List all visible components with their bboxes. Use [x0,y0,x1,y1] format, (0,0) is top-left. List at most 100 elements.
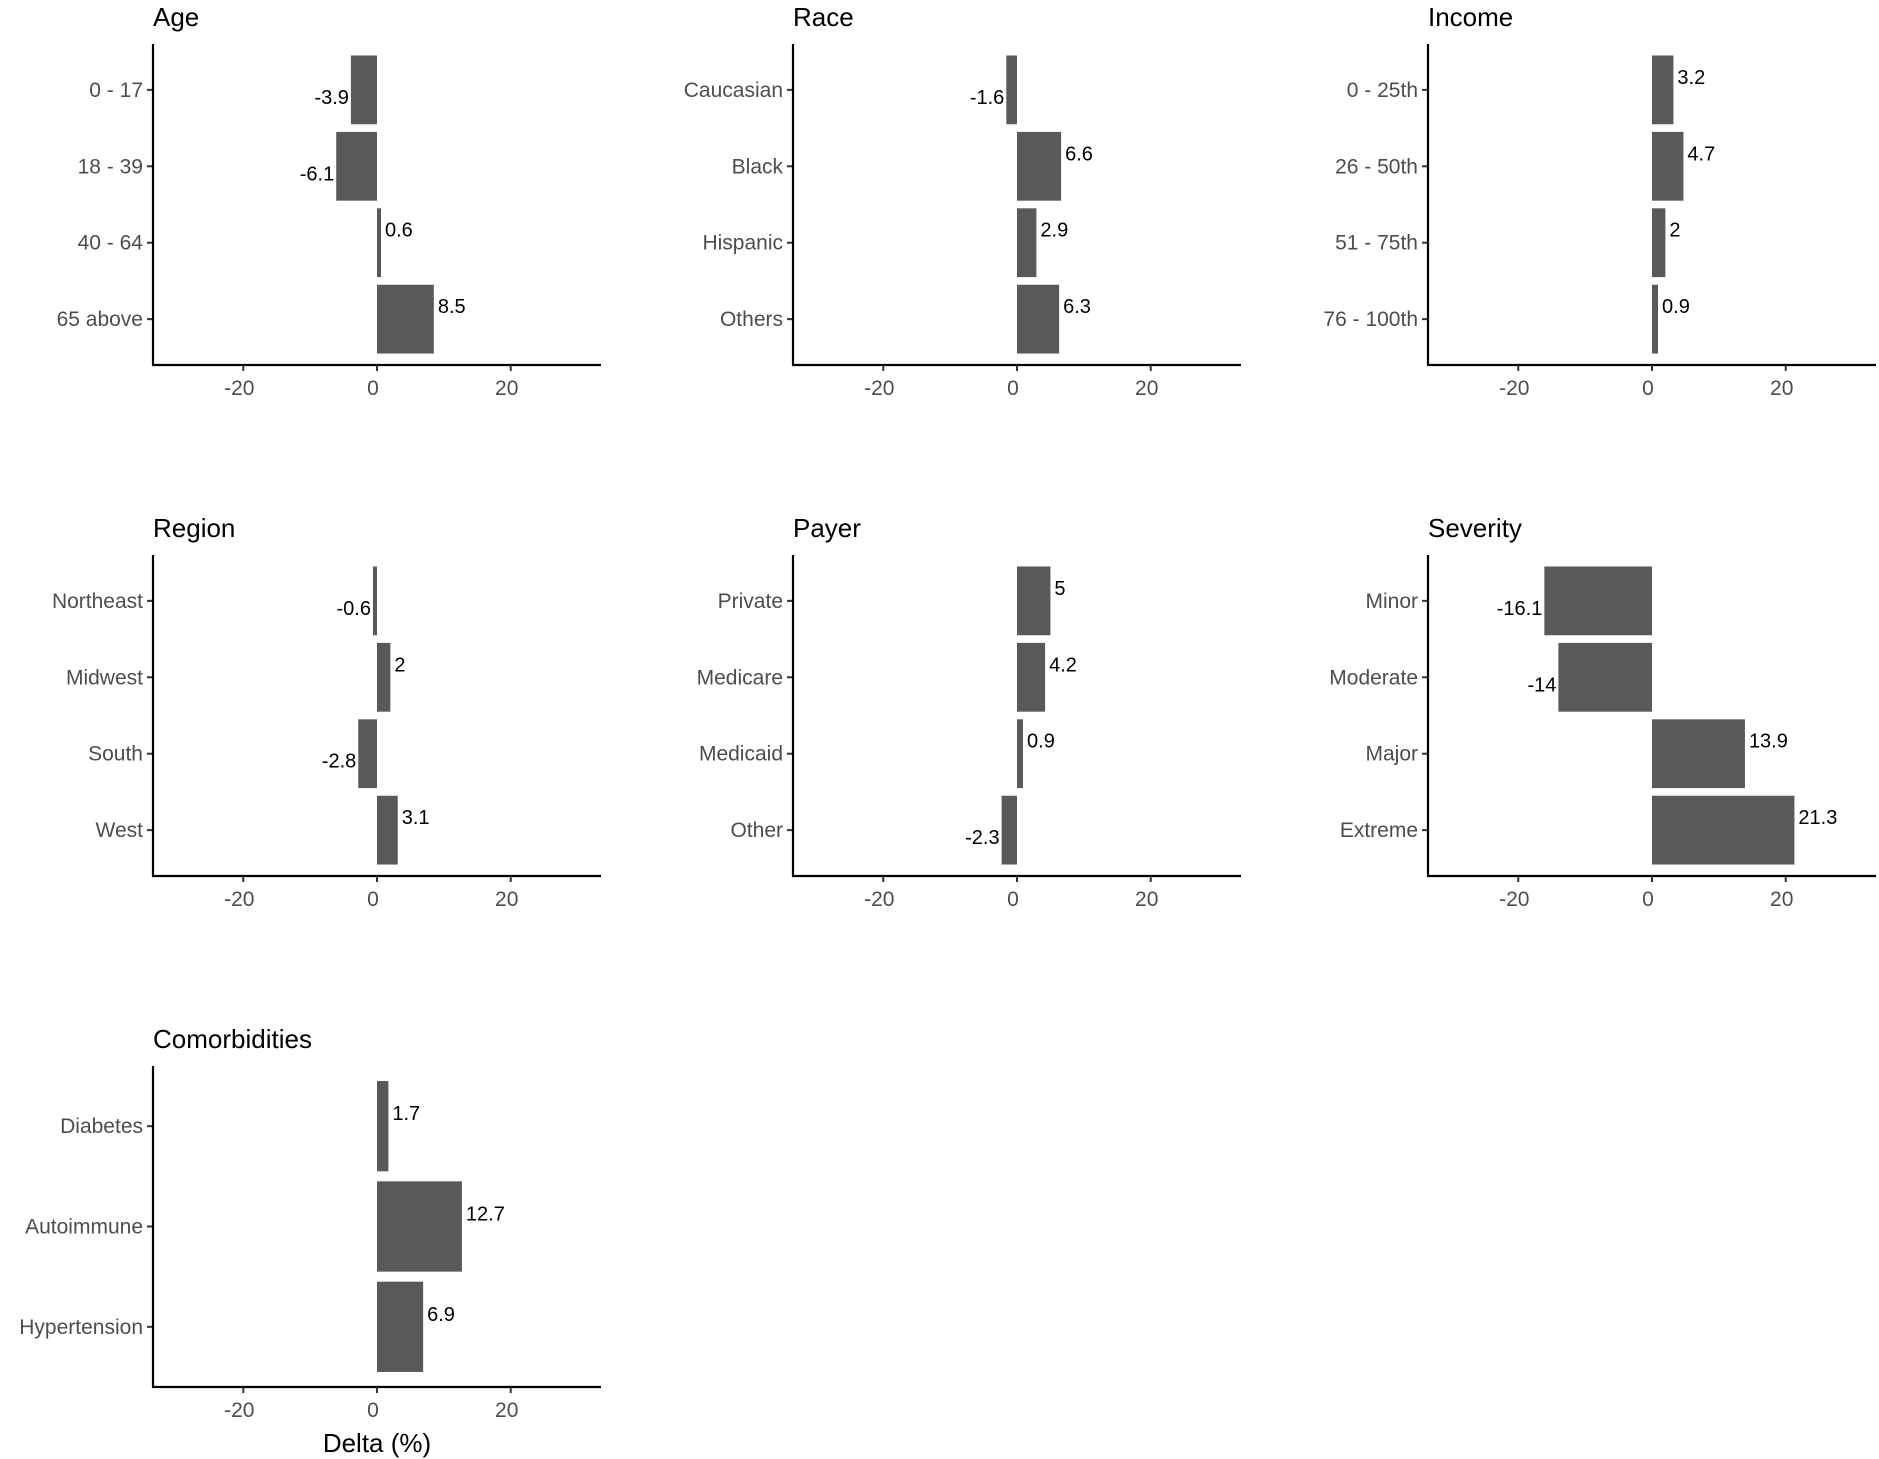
panel-title: Age [153,2,199,32]
x-tick-label: 0 [1642,888,1654,911]
y-tick-label: Minor [1365,590,1418,613]
y-tick-label: Other [730,819,783,842]
y-tick-label: Medicaid [699,743,783,766]
bar [350,55,377,125]
bar [377,208,382,278]
bar [1017,131,1062,201]
data-label: 13.9 [1749,731,1788,753]
bar [377,1181,462,1272]
x-tick-label: 0 [367,888,379,911]
data-label: 6.6 [1065,143,1093,165]
x-axis-label: Delta (%) [323,1428,431,1458]
y-tick-label: 18 - 39 [78,155,143,178]
y-tick-label: Others [720,308,783,331]
bar [377,642,391,712]
panel-title: Race [793,2,854,32]
panel-title: Severity [1428,513,1522,543]
bar [377,1081,389,1172]
x-tick-label: -20 [1499,888,1529,911]
data-label: 21.3 [1798,807,1837,829]
y-tick-label: Caucasian [684,79,783,102]
bar [1652,131,1684,201]
data-label: 4.2 [1049,654,1077,676]
y-tick-label: West [96,819,144,842]
bar [1558,642,1652,712]
x-tick-label: -20 [1499,377,1529,400]
data-label: 0.9 [1662,296,1690,318]
x-tick-label: 0 [1007,377,1019,400]
data-label: 8.5 [438,296,466,318]
y-tick-label: 51 - 75th [1335,232,1418,255]
y-tick-label: 0 - 25th [1347,79,1418,102]
data-label: -1.6 [970,87,1004,109]
x-tick-label: 0 [367,377,379,400]
x-tick-label: 20 [495,1399,518,1422]
data-label: 3.1 [402,807,430,829]
bar [1006,55,1017,125]
panel-title: Payer [793,513,861,543]
panel-title: Region [153,513,235,543]
bar [358,719,377,789]
bar [1652,208,1666,278]
bar [1001,795,1017,865]
x-tick-label: -20 [864,377,894,400]
bar [336,131,377,201]
x-tick-label: 20 [1770,888,1793,911]
y-tick-label: Major [1365,743,1418,766]
y-tick-label: Extreme [1340,819,1418,842]
x-tick-label: -20 [224,888,254,911]
data-label: 1.7 [392,1103,420,1125]
bar [1652,719,1745,789]
x-tick-label: 0 [367,1399,379,1422]
data-label: 0.6 [385,220,413,242]
x-tick-label: 0 [1642,377,1654,400]
data-label: -6.1 [300,163,334,185]
data-label: -16.1 [1497,598,1543,620]
data-label: 2.9 [1040,220,1068,242]
y-tick-label: 76 - 100th [1323,308,1418,331]
panel-title: Income [1428,2,1513,32]
bar [1652,55,1674,125]
bar [1017,642,1046,712]
x-tick-label: -20 [224,377,254,400]
bar [1544,566,1652,636]
data-label: 0.9 [1027,731,1055,753]
x-tick-label: 0 [1007,888,1019,911]
bar [1652,795,1795,865]
data-label: 5 [1054,578,1065,600]
bar [377,795,398,865]
data-label: -2.3 [965,827,999,849]
bar [1652,284,1659,354]
y-tick-label: 40 - 64 [78,232,144,255]
bar [1017,284,1060,354]
data-label: -14 [1527,674,1556,696]
bar [1017,719,1024,789]
bar [1017,566,1051,636]
y-tick-label: Hypertension [19,1316,143,1339]
y-tick-label: Black [732,155,784,178]
data-label: -2.8 [322,751,356,773]
data-label: 2 [1669,220,1680,242]
y-tick-label: Midwest [66,666,143,689]
panel-title: Comorbidities [153,1024,312,1054]
data-label: -0.6 [337,598,371,620]
data-label: 2 [394,654,405,676]
bar [1017,208,1037,278]
data-label: -3.9 [314,87,348,109]
x-tick-label: 20 [1135,888,1158,911]
x-tick-label: 20 [1135,377,1158,400]
data-label: 4.7 [1687,143,1715,165]
y-tick-label: 65 above [57,308,143,331]
y-tick-label: Private [718,590,783,613]
x-tick-label: 20 [495,888,518,911]
data-label: 3.2 [1677,67,1705,89]
bar [372,566,377,636]
y-tick-label: 26 - 50th [1335,155,1418,178]
y-tick-label: Northeast [52,590,143,613]
y-tick-label: Autoimmune [25,1216,143,1239]
x-tick-label: 20 [1770,377,1793,400]
x-tick-label: -20 [224,1399,254,1422]
y-tick-label: Moderate [1329,666,1418,689]
y-tick-label: 0 - 17 [89,79,143,102]
